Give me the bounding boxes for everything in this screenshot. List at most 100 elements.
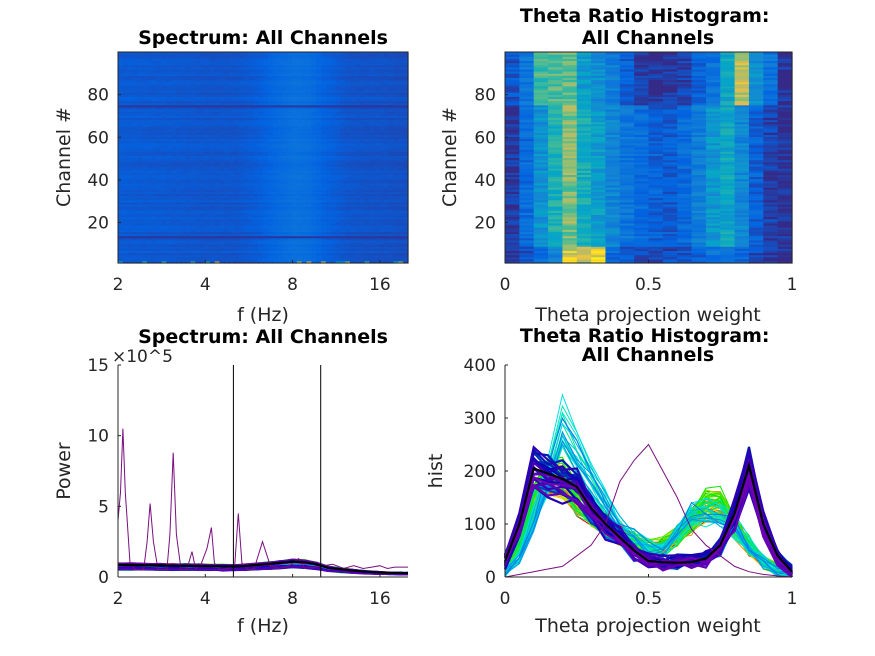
heatmap-cell <box>364 206 370 209</box>
heatmap-cell <box>330 123 337 127</box>
heatmap-cell <box>398 258 404 262</box>
heatmap-cell <box>234 233 240 237</box>
heatmap-cell <box>166 142 172 146</box>
heatmap-cell <box>185 140 192 144</box>
heatmap-cell <box>263 178 269 182</box>
heatmap-cell <box>374 239 380 243</box>
heatmap-cell <box>398 87 404 91</box>
heatmap-cell <box>185 113 192 116</box>
heatmap-cell <box>156 138 163 142</box>
heatmap-cell <box>335 123 341 127</box>
heatmap-cell <box>282 140 288 144</box>
heatmap-cell <box>316 187 322 190</box>
heatmap-cell <box>267 208 274 211</box>
heatmap-cell <box>282 214 288 218</box>
heatmap-cell <box>311 127 317 131</box>
heatmap-cell <box>127 220 134 224</box>
heatmap-cell <box>137 252 143 256</box>
heatmap-cell <box>335 201 341 205</box>
heatmap-cell <box>205 254 211 258</box>
heatmap-cell <box>205 214 211 218</box>
heatmap-cell <box>132 201 138 205</box>
heatmap-cell <box>272 218 279 222</box>
heatmap-cell <box>335 136 341 140</box>
heatmap-cell <box>379 195 385 199</box>
heatmap-cell <box>306 111 312 114</box>
heatmap-cell <box>229 153 235 156</box>
heatmap-cell <box>374 210 380 213</box>
heatmap-cell <box>127 252 134 256</box>
heatmap-cell <box>316 92 322 95</box>
heatmap-cell <box>282 100 288 104</box>
heatmap-cell <box>374 106 380 110</box>
heatmap-cell <box>311 87 317 91</box>
heatmap-cell <box>325 168 332 171</box>
heatmap-cell <box>345 256 351 260</box>
heatmap-cell <box>248 89 254 93</box>
heatmap-cell <box>118 248 124 251</box>
heatmap-cell <box>195 134 201 137</box>
heatmap-cell <box>205 123 211 127</box>
heatmap-cell <box>209 203 216 207</box>
heatmap-cell <box>325 98 332 102</box>
heatmap-cell <box>190 102 196 106</box>
heatmap-cell <box>195 212 201 216</box>
heatmap-cell <box>388 134 395 137</box>
heatmap-cell <box>296 241 303 245</box>
heatmap-cell <box>171 115 177 119</box>
heatmap-cell <box>171 123 177 127</box>
heatmap-cell <box>321 244 327 247</box>
heatmap-cell <box>369 121 375 125</box>
heatmap-cell <box>277 254 283 258</box>
heatmap-cell <box>267 210 274 213</box>
heatmap-cell <box>195 176 201 180</box>
heatmap-cell <box>282 132 288 135</box>
heatmap-cell <box>176 119 182 123</box>
heatmap-cell <box>122 189 129 192</box>
heatmap-cell <box>296 184 303 188</box>
heatmap-cell <box>345 195 351 199</box>
heatmap-cell <box>292 132 298 135</box>
heatmap-cell <box>127 136 134 140</box>
heatmap-cell <box>277 199 283 203</box>
heatmap-cell <box>127 140 134 144</box>
heatmap-cell <box>127 144 134 148</box>
heatmap-cell <box>200 153 206 156</box>
heatmap-cell <box>258 157 264 161</box>
heatmap-cell <box>287 237 293 241</box>
heatmap-cell <box>350 155 356 159</box>
heatmap-cell <box>229 130 235 133</box>
heatmap-cell <box>272 151 279 154</box>
heatmap-cell <box>388 153 395 156</box>
heatmap-cell <box>253 208 259 211</box>
heatmap-cell <box>229 189 235 192</box>
heatmap-cell <box>176 108 182 112</box>
heatmap-cell <box>190 214 196 218</box>
heatmap-cell <box>122 165 129 169</box>
heatmap-cell <box>277 216 283 220</box>
heatmap-cell <box>190 248 196 251</box>
heatmap-cell <box>364 125 370 129</box>
heatmap-cell <box>209 144 216 148</box>
heatmap-cell <box>118 125 124 129</box>
heatmap-cell <box>340 229 346 232</box>
heatmap-cell <box>214 117 221 121</box>
heatmap-cell <box>122 199 129 203</box>
heatmap-cell <box>151 241 158 245</box>
heatmap-cell <box>142 178 148 182</box>
heatmap-cell <box>267 231 274 235</box>
heatmap-cell <box>142 115 148 119</box>
heatmap-cell <box>185 208 192 211</box>
heatmap-cell <box>354 111 361 114</box>
heatmap-cell <box>325 89 332 93</box>
heatmap-cell <box>325 180 332 184</box>
heatmap-cell <box>325 94 332 97</box>
heatmap-cell <box>200 115 206 119</box>
heatmap-cell <box>379 231 385 235</box>
heatmap-cell <box>359 260 366 264</box>
heatmap-cell <box>369 104 375 108</box>
heatmap-cell <box>350 100 356 104</box>
heatmap-cell <box>258 121 264 125</box>
heatmap-cell <box>316 206 322 209</box>
heatmap-cell <box>335 146 341 150</box>
